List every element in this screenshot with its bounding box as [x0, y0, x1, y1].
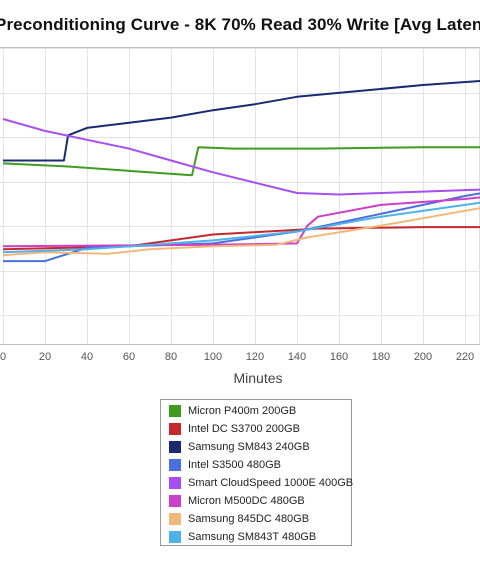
x-tick-label: 20: [39, 351, 51, 363]
legend: Micron P400m 200GB Intel DC S3700 200GB Sa…: [160, 399, 354, 546]
horizontal-gridlines: [0, 48, 480, 316]
series-line: [3, 192, 480, 263]
series-line: [2, 118, 480, 196]
legend-swatch: [169, 441, 181, 453]
x-tick-label: 180: [372, 351, 390, 363]
series-line: [2, 196, 480, 248]
x-tick-label: 200: [414, 351, 432, 363]
legend-swatch: [169, 459, 181, 471]
x-tick-label: 100: [204, 351, 222, 363]
series-layer: [2, 80, 480, 263]
legend-item: Samsung SM843 240GB: [169, 438, 351, 456]
legend-swatch: [169, 423, 181, 435]
legend-swatch: [169, 495, 181, 507]
x-tick-label: 40: [81, 351, 93, 363]
legend-label: Intel DC S3700 200GB: [188, 423, 300, 435]
legend-item: Samsung 845DC 480GB: [169, 510, 351, 528]
x-tick-label: 120: [246, 351, 264, 363]
legend-label: Micron P400m 200GB: [188, 405, 297, 417]
legend-item: Intel S3500 480GB: [169, 456, 351, 474]
chart-title: Preconditioning Curve - 8K 70% Read 30% …: [0, 15, 480, 34]
plot-area-border: [0, 47, 480, 345]
x-tick-labels: 020406080100120140160180200220240260280: [0, 351, 474, 363]
legend-item: Micron P400m 200GB: [169, 402, 351, 420]
x-tick-label: 80: [165, 351, 177, 363]
legend-item: Samsung SM843T 480GB: [169, 528, 351, 546]
legend-item: Intel DC S3700 200GB: [169, 420, 351, 438]
legend-item: Smart CloudSpeed 1000E 400GB: [169, 474, 354, 492]
series-line: [2, 201, 480, 254]
x-tick-label: 0: [0, 351, 6, 363]
legend-swatch: [169, 405, 181, 417]
legend-item: Micron M500DC 480GB: [169, 492, 351, 510]
legend-swatch: [169, 531, 181, 543]
legend-label: Smart CloudSpeed 1000E 400GB: [188, 477, 354, 489]
legend-label: Samsung 845DC 480GB: [188, 513, 310, 525]
legend-swatch: [169, 513, 181, 525]
x-tick-label: 140: [288, 351, 306, 363]
series-line: [2, 207, 480, 257]
legend-label: Micron M500DC 480GB: [188, 495, 305, 507]
legend-label: Intel S3500 480GB: [188, 459, 281, 471]
vertical-gridlines: [3, 48, 466, 344]
x-tick-label: 60: [123, 351, 135, 363]
x-axis-title: Minutes: [233, 370, 282, 386]
x-tick-label: 220: [456, 351, 474, 363]
x-tick-label: 160: [330, 351, 348, 363]
series-line: [2, 146, 480, 177]
legend-label: Samsung SM843T 480GB: [188, 531, 317, 543]
legend-swatch: [169, 477, 181, 489]
legend-label: Samsung SM843 240GB: [188, 441, 310, 453]
